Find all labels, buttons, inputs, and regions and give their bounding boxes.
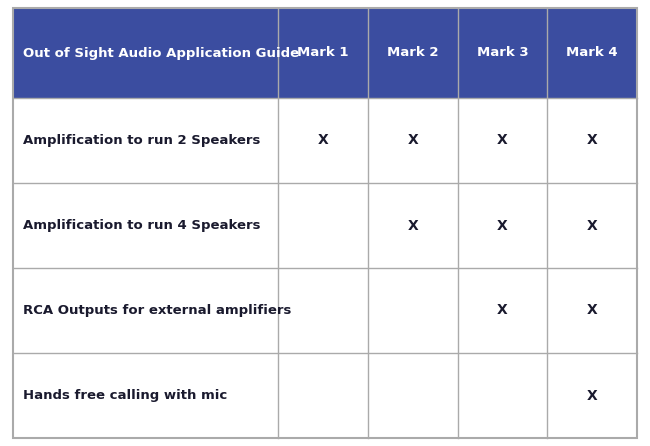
Text: Mark 4: Mark 4 [566,46,618,59]
Bar [13,183,637,268]
Text: X: X [408,219,418,232]
Text: X: X [318,133,328,148]
Text: Mark 2: Mark 2 [387,46,439,59]
Text: X: X [587,303,597,318]
Text: X: X [587,133,597,148]
Text: X: X [497,133,508,148]
Text: Hands free calling with mic: Hands free calling with mic [23,389,227,402]
Bar [13,8,637,98]
Text: Mark 3: Mark 3 [476,46,528,59]
Text: Amplification to run 4 Speakers: Amplification to run 4 Speakers [23,219,261,232]
Bar [13,353,637,438]
Text: X: X [587,388,597,402]
Bar [13,268,637,353]
Text: X: X [587,219,597,232]
Text: RCA Outputs for external amplifiers: RCA Outputs for external amplifiers [23,304,291,317]
Text: X: X [408,133,418,148]
Text: Amplification to run 2 Speakers: Amplification to run 2 Speakers [23,134,261,147]
Text: Mark 1: Mark 1 [297,46,349,59]
Bar [13,98,637,183]
Text: Out of Sight Audio Application Guide: Out of Sight Audio Application Guide [23,46,299,59]
Text: X: X [497,303,508,318]
Text: X: X [497,219,508,232]
